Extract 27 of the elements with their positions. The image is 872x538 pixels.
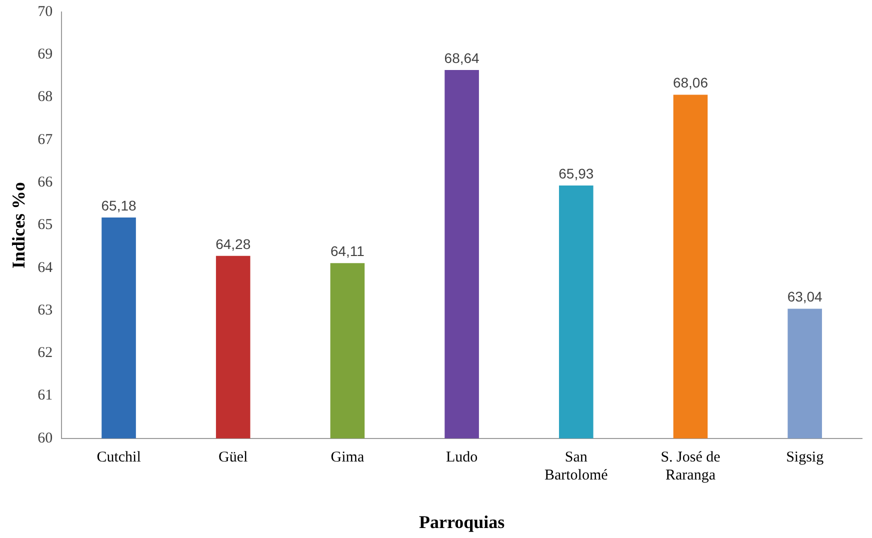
y-tick-label: 68: [38, 89, 53, 106]
x-tick-label: Cutchil: [96, 449, 141, 466]
data-label: 63,04: [787, 288, 823, 305]
x-tick-label: Güel: [218, 449, 248, 466]
data-label: 65,93: [558, 165, 594, 182]
y-tick-label: 65: [38, 217, 53, 234]
y-tick-label: 66: [38, 174, 54, 190]
y-tick-label: 67: [38, 132, 54, 148]
data-label: 68,06: [672, 74, 708, 91]
x-tick-label: Ludo: [446, 449, 478, 466]
y-axis-title: Indices %o: [8, 182, 28, 268]
x-tick-label: Sigsig: [786, 449, 824, 466]
y-tick-label: 64: [38, 260, 54, 276]
y-tick-label: 62: [38, 345, 53, 362]
data-label: 68,64: [444, 50, 480, 66]
data-label: 64,28: [216, 236, 251, 252]
x-axis-title: Parroquias: [418, 512, 505, 532]
x-tick-label: Gima: [330, 449, 364, 466]
y-tick-label: 63: [38, 302, 53, 318]
x-tick-label: San Bartolomé: [544, 449, 608, 484]
y-tick-label: 60: [38, 430, 53, 446]
y-tick-label: 61: [38, 388, 53, 404]
data-label: 64,11: [330, 243, 365, 260]
data-label: 65,18: [101, 197, 136, 214]
y-tick-label: 69: [38, 46, 53, 63]
y-tick-label: 70: [38, 4, 53, 20]
x-tick-label: S. José de Raranga: [660, 449, 721, 484]
